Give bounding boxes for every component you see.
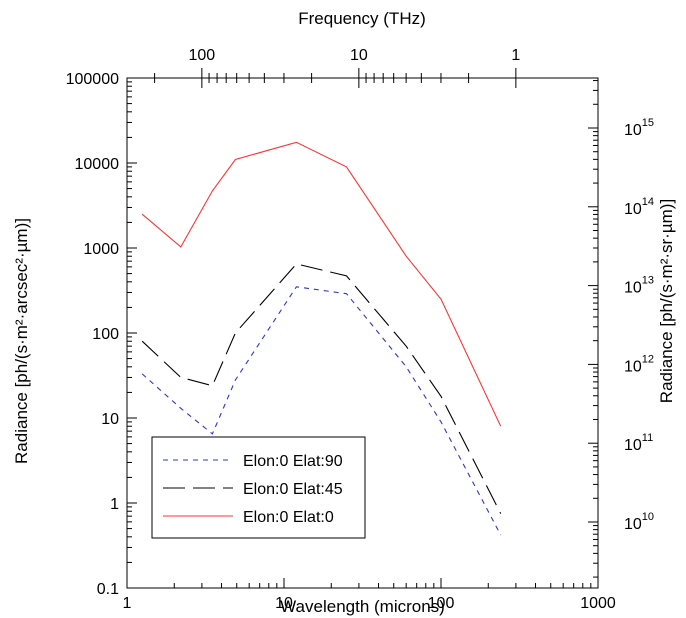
y-tick-label: 0.1 (97, 581, 119, 598)
x-axis-title: Wavelength (microns) (280, 597, 445, 616)
y-tick-label: 10000 (75, 156, 120, 173)
top-tick-label: 10 (350, 47, 368, 64)
series-line-0 (141, 286, 502, 536)
top-tick-label: 1 (511, 47, 520, 64)
y-tick-label: 1 (110, 496, 119, 513)
legend-label-elat0: Elon:0 Elat:0 (243, 509, 334, 526)
y-axis-title: Radiance [ph/(s·m²·arcsec²·µm)] (12, 218, 31, 464)
legend-label-elat90: Elon:0 Elat:90 (243, 453, 343, 470)
right-tick-label: 1014 (624, 196, 654, 218)
right-tick-label: 1015 (624, 117, 654, 139)
series-line-1 (141, 263, 502, 514)
series-line-2 (141, 141, 502, 427)
y-tick-label: 100000 (66, 71, 119, 88)
plot-frame (126, 77, 599, 589)
right-tick-label: 1013 (624, 275, 654, 297)
y-tick-label: 100 (92, 326, 119, 343)
series-lines (141, 141, 502, 536)
legend-label-elat45: Elon:0 Elat:45 (243, 481, 343, 498)
x-tick-label: 1 (123, 595, 132, 612)
x-tick-label: 1000 (580, 595, 616, 612)
x-tick-label: 10 (275, 595, 293, 612)
right-tick-label: 1011 (624, 432, 653, 454)
right-tick-label: 1010 (624, 511, 654, 533)
right-axis-title: Radiance [ph/(s·m²·sr·µm)] (657, 199, 676, 403)
top-axis-title: Frequency (THz) (298, 9, 426, 28)
y-tick-label: 1000 (83, 241, 119, 258)
tick-marks (126, 68, 599, 589)
x-tick-label: 100 (428, 595, 455, 612)
legend: Elon:0 Elat:90 Elon:0 Elat:45 Elon:0 Ela… (151, 436, 366, 539)
top-tick-label: 100 (189, 47, 216, 64)
y-tick-label: 10 (101, 411, 119, 428)
right-tick-label: 1012 (624, 353, 654, 375)
legend-box (151, 436, 366, 539)
